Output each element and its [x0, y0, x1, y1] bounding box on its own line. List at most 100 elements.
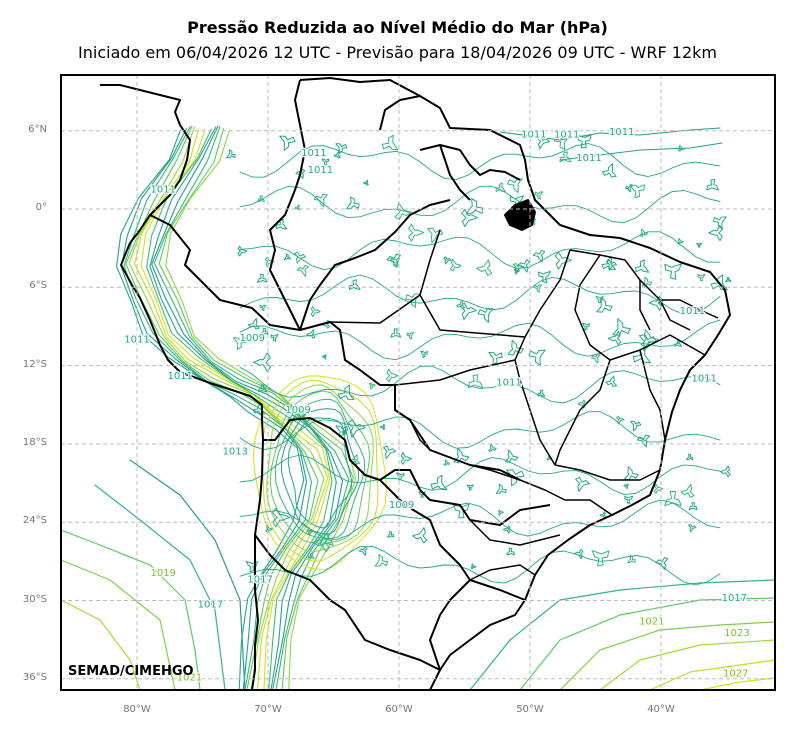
lon-tick-label: 40°W [647, 704, 675, 715]
isobar-cell [612, 318, 631, 336]
isobar-cell [575, 134, 592, 149]
isobar-cell [348, 279, 361, 291]
isobar-andes [153, 126, 350, 689]
isobar-cell [476, 259, 493, 276]
isobar-cell [461, 209, 478, 228]
isobar-cell [259, 304, 267, 312]
isobar-cell [453, 447, 470, 464]
political-boundaries [100, 77, 731, 690]
coastline [100, 84, 264, 690]
isobar-cell [265, 525, 273, 533]
isobar-interior [239, 143, 721, 181]
contour-label: 1011 [554, 130, 579, 141]
gridlines [61, 75, 775, 690]
isobar-cell [443, 256, 452, 265]
isobar-south [599, 639, 775, 690]
isobar-cell [630, 420, 642, 432]
isobar-cell [488, 351, 503, 366]
contour-label: 1011 [167, 371, 192, 382]
isobar-cell [264, 256, 275, 267]
isobar-cell [335, 425, 348, 438]
isobar-interior [239, 319, 721, 361]
isobar-pacific [94, 484, 226, 690]
isobar-cell [505, 449, 519, 463]
contour-label: 1017 [198, 599, 223, 610]
isobar-cell [381, 134, 399, 151]
isobar-cell [260, 327, 269, 335]
contour-label: 1009 [285, 405, 310, 416]
isobar-cell [677, 237, 684, 245]
isobar-cell [337, 384, 355, 401]
isobar-pacific [61, 599, 141, 690]
isobar-cell [582, 322, 590, 331]
contour-label: 1027 [723, 669, 748, 680]
isobar-cell [272, 507, 291, 528]
isobar-cell [517, 259, 531, 273]
contour-label: 1011 [680, 306, 705, 317]
isobar-cell [624, 466, 639, 481]
lat-tick-label: 24°S [22, 515, 47, 527]
isobar-cell [537, 389, 546, 397]
isobar-cell [601, 163, 617, 178]
isobar-cell [385, 368, 399, 383]
isobar-cell [412, 527, 428, 544]
isobar-cell [319, 533, 334, 546]
map-title: Pressão Reduzida ao Nível Médio do Mar (… [187, 18, 608, 37]
isobar-north [559, 142, 723, 161]
isobar-cell [623, 483, 630, 490]
isobar-cell [306, 529, 313, 535]
isobar-cell [258, 384, 268, 393]
contour-label: 1009 [240, 333, 265, 344]
isobar-lobe [269, 390, 371, 544]
isobar-cell [495, 483, 507, 494]
isobar-cell [465, 198, 483, 215]
isobar-cell [507, 339, 524, 356]
lon-tick-label: 70°W [254, 704, 282, 715]
isobar-interior [239, 411, 721, 451]
isobar-cell [256, 273, 267, 283]
contour-label: 1011 [308, 165, 333, 176]
isobar-cell [279, 135, 296, 151]
isobar-south [559, 621, 775, 690]
isobar-cell [627, 555, 636, 564]
isobar-cell [390, 328, 402, 338]
isobar-cell [577, 399, 586, 409]
isobar-cell [405, 293, 421, 308]
credit-label: SEMAD/CIMEHGO [68, 664, 194, 679]
isobar-cell [310, 306, 321, 318]
contour-label: 1019 [150, 568, 175, 579]
isobar-interior [239, 231, 721, 271]
lat-tick-label: 18°S [22, 436, 47, 448]
isobar-cell [575, 476, 590, 492]
isobar-cell [636, 434, 651, 448]
isobar-cell [294, 204, 301, 211]
isobar-cell [686, 453, 694, 461]
isobar-andes [134, 128, 329, 690]
lat-tick-label: 30°S [22, 593, 47, 605]
isobar-andes [146, 128, 333, 690]
lat-tick-label: 0° [35, 202, 47, 213]
isobar-lobe [274, 398, 366, 540]
isobar-cell [387, 530, 395, 538]
lat-tick-label: 6°N [28, 123, 47, 135]
isobar-cell [697, 273, 706, 282]
isobar-cell [536, 135, 550, 150]
isobar-cell [538, 271, 551, 284]
isobar-cell [283, 253, 291, 260]
plot-frame [60, 74, 776, 691]
isobar-interior [239, 365, 721, 404]
isobar-pacific [61, 529, 201, 690]
isobar-cell [648, 295, 663, 311]
contour-label: 1023 [724, 628, 749, 639]
map-subtitle: Iniciado em 06/04/2026 12 UTC - Previsão… [78, 43, 717, 62]
isobar-cell [677, 144, 685, 152]
contour-label: 1017 [722, 593, 747, 604]
isobar-cell [449, 258, 462, 272]
isobar-cell [257, 195, 265, 203]
isobar-cell [408, 223, 425, 242]
isobar-cell [247, 318, 260, 330]
contour-label: 1021 [177, 673, 202, 684]
isobar-interior [239, 185, 721, 224]
contour-label: 1011 [691, 374, 716, 385]
contour-label: 1017 [247, 575, 272, 586]
